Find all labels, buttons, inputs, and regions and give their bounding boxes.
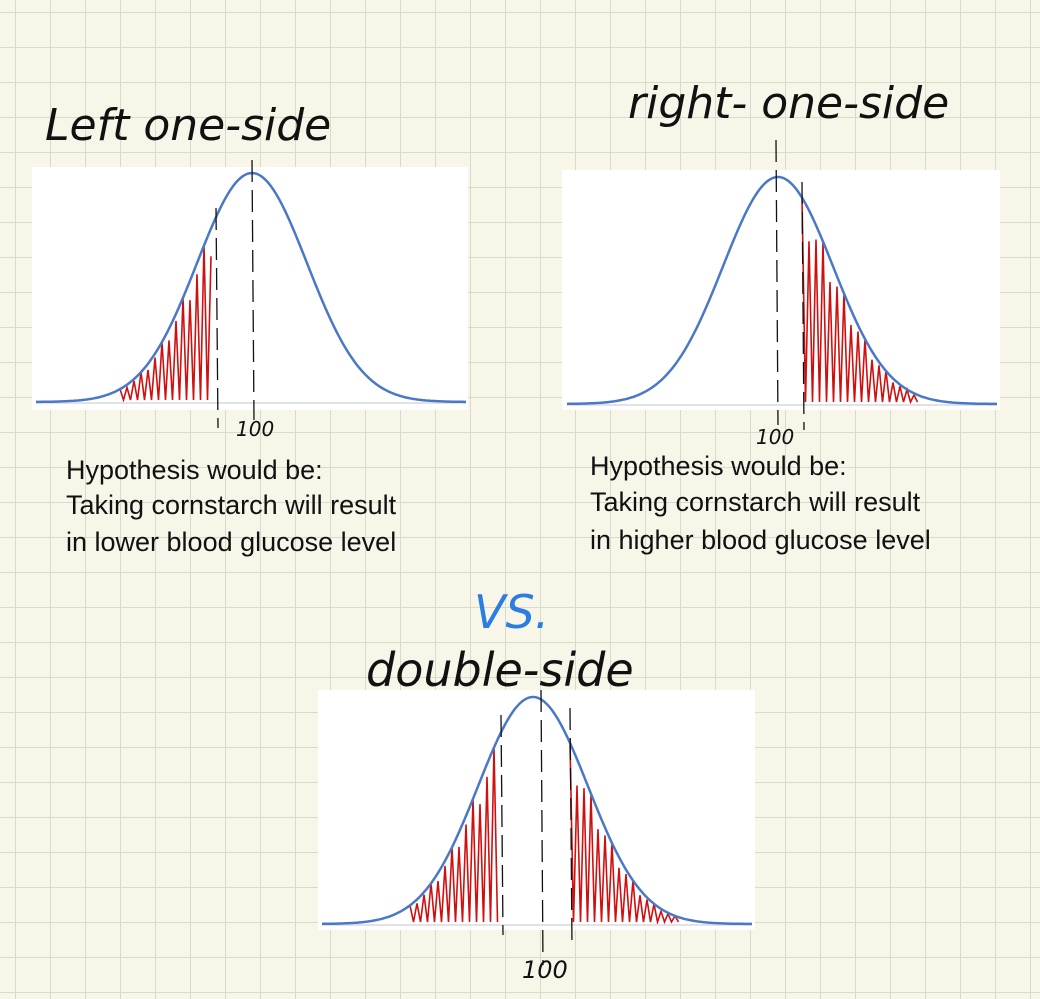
left-panel xyxy=(32,167,468,410)
normal-curve xyxy=(566,175,997,406)
double-panel xyxy=(318,690,755,930)
right-hypothesis-line: in higher blood glucose level xyxy=(590,525,931,555)
red-shading xyxy=(569,742,680,926)
left-hypothesis-line: Taking cornstarch will result xyxy=(66,490,397,520)
right-panel xyxy=(562,170,1000,410)
dashed-line xyxy=(775,139,779,426)
double-title: double-side xyxy=(366,643,634,697)
right-center-label: 100 xyxy=(756,425,794,449)
normal-curve xyxy=(321,695,752,926)
red-shading xyxy=(801,197,919,405)
left-center-label: 100 xyxy=(236,417,274,441)
dashed-line xyxy=(251,159,255,421)
separator: VS. xyxy=(474,585,549,639)
dashed-line xyxy=(540,689,544,966)
red-shading xyxy=(409,747,499,923)
normal-curve xyxy=(36,171,466,404)
dashed-line xyxy=(801,181,805,431)
dashed-line xyxy=(569,707,573,946)
dashed-line xyxy=(500,714,504,936)
right-hypothesis-line: Taking cornstarch will result xyxy=(590,487,921,517)
double-center-label: 100 xyxy=(522,956,568,984)
left-hypothesis-line: Hypothesis would be: xyxy=(66,455,323,485)
right-title: right- one-side xyxy=(628,78,949,129)
left-hypothesis-line: in lower blood glucose level xyxy=(66,527,396,557)
right-hypothesis-line: Hypothesis would be: xyxy=(590,451,847,481)
red-shading xyxy=(119,245,212,403)
dashed-line xyxy=(215,207,219,429)
left-title: Left one-side xyxy=(45,100,331,151)
